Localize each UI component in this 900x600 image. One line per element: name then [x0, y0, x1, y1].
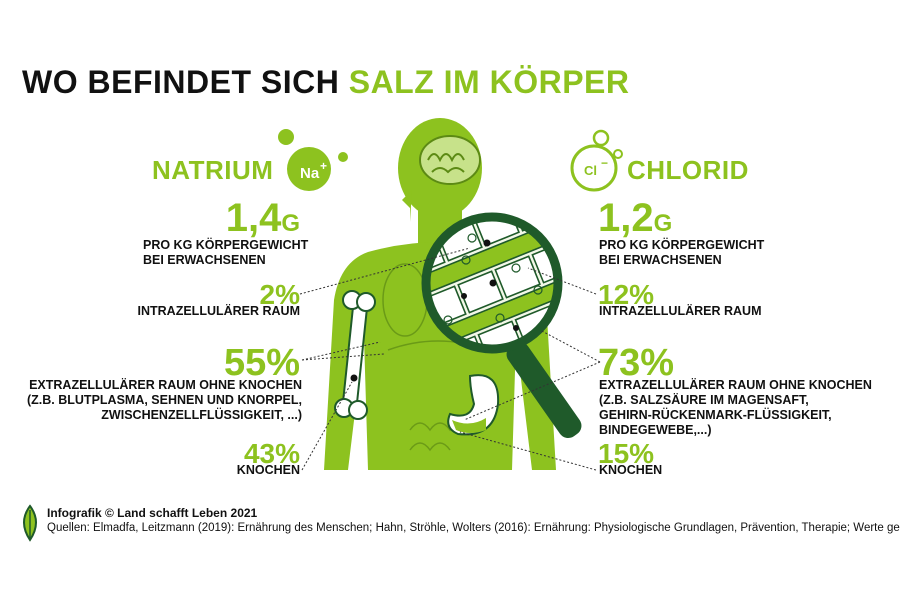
sodium-extra-pct: 55%	[223, 342, 300, 384]
decor-bubbles	[278, 129, 623, 192]
sodium-symbol: Na	[300, 165, 320, 182]
chloride-bone-pct: 15%	[598, 438, 655, 469]
sodium-extra-line2: (Z.B. BLUTPLASMA, SEHNEN UND KNORPEL,	[27, 393, 302, 407]
bone-icon	[334, 290, 376, 420]
leader-lines	[299, 247, 601, 471]
chloride-extra-line4: BINDEGEWEBE,...)	[599, 423, 712, 437]
chloride-name: CHLORID	[627, 155, 749, 185]
chloride-extra-text: EXTRAZELLULÄRER RAUM OHNE KNOCHEN (Z.B. …	[599, 378, 872, 438]
sodium-per-line2: BEI ERWACHSENEN	[143, 253, 266, 267]
chloride-per-text: PRO KG KÖRPERGEWICHT BEI ERWACHSENEN	[599, 238, 764, 268]
chloride-extra-pct: 73%	[598, 342, 675, 384]
chloride-amount-value: 1,2	[598, 196, 654, 240]
brain-icon	[419, 135, 481, 185]
chloride-extra-line3: GEHIRN-RÜCKENMARK-FLÜSSIGKEIT,	[599, 408, 832, 422]
sodium-intra-label: INTRAZELLULÄRER RAUM	[137, 304, 300, 318]
magnifier-icon	[421, 212, 582, 439]
sodium-name: NATRIUM	[152, 155, 274, 185]
sodium-amount-value: 1,4	[225, 196, 282, 240]
chloride-symbol: Cl	[584, 163, 597, 178]
chloride-intra-pct: 12%	[598, 279, 655, 310]
chloride-extra-line1: EXTRAZELLULÄRER RAUM OHNE KNOCHEN	[599, 378, 872, 392]
footer-sources: Quellen: Elmadfa, Leitzmann (2019): Ernä…	[47, 522, 900, 534]
chloride-amount-unit: G	[653, 210, 673, 237]
chloride-intra-label: INTRAZELLULÄRER RAUM	[599, 304, 762, 318]
title-part1: WO BEFINDET SICH	[22, 64, 349, 100]
sodium-extra-line1: EXTRAZELLULÄRER RAUM OHNE KNOCHEN	[29, 378, 302, 392]
page-title: WO BEFINDET SICH SALZ IM KÖRPER	[22, 64, 630, 101]
sodium-per-text: PRO KG KÖRPERGEWICHT BEI ERWACHSENEN	[143, 238, 308, 268]
sodium-charge: +	[320, 159, 327, 173]
sodium-bone-label: KNOCHEN	[236, 463, 300, 477]
chloride-per-line1: PRO KG KÖRPERGEWICHT	[599, 238, 765, 252]
sodium-bone-pct: 43%	[243, 438, 300, 469]
chloride-charge: −	[601, 156, 608, 170]
chloride-per-line2: BEI ERWACHSENEN	[599, 253, 722, 267]
chloride-amount: 1,2G	[598, 198, 672, 238]
sodium-extra-text: EXTRAZELLULÄRER RAUM OHNE KNOCHEN (Z.B. …	[27, 378, 302, 423]
sodium-extra-line3: ZWISCHENZELLFLÜSSIGKEIT, ...)	[101, 408, 302, 422]
stomach-icon	[447, 374, 500, 436]
sodium-amount: 1,4G	[226, 198, 300, 238]
leaf-logo-icon	[23, 504, 37, 542]
chloride-extra-line2: (Z.B. SALZSÄURE IM MAGENSAFT,	[599, 393, 809, 407]
chloride-bone-label: KNOCHEN	[599, 463, 663, 477]
title-part2: SALZ IM KÖRPER	[348, 64, 630, 100]
sodium-amount-unit: G	[281, 210, 300, 237]
sodium-per-line1: PRO KG KÖRPERGEWICHT	[143, 238, 309, 252]
sodium-intra-pct: 2%	[259, 279, 300, 310]
footer-credit: Infografik © Land schafft Leben 2021	[47, 506, 258, 520]
